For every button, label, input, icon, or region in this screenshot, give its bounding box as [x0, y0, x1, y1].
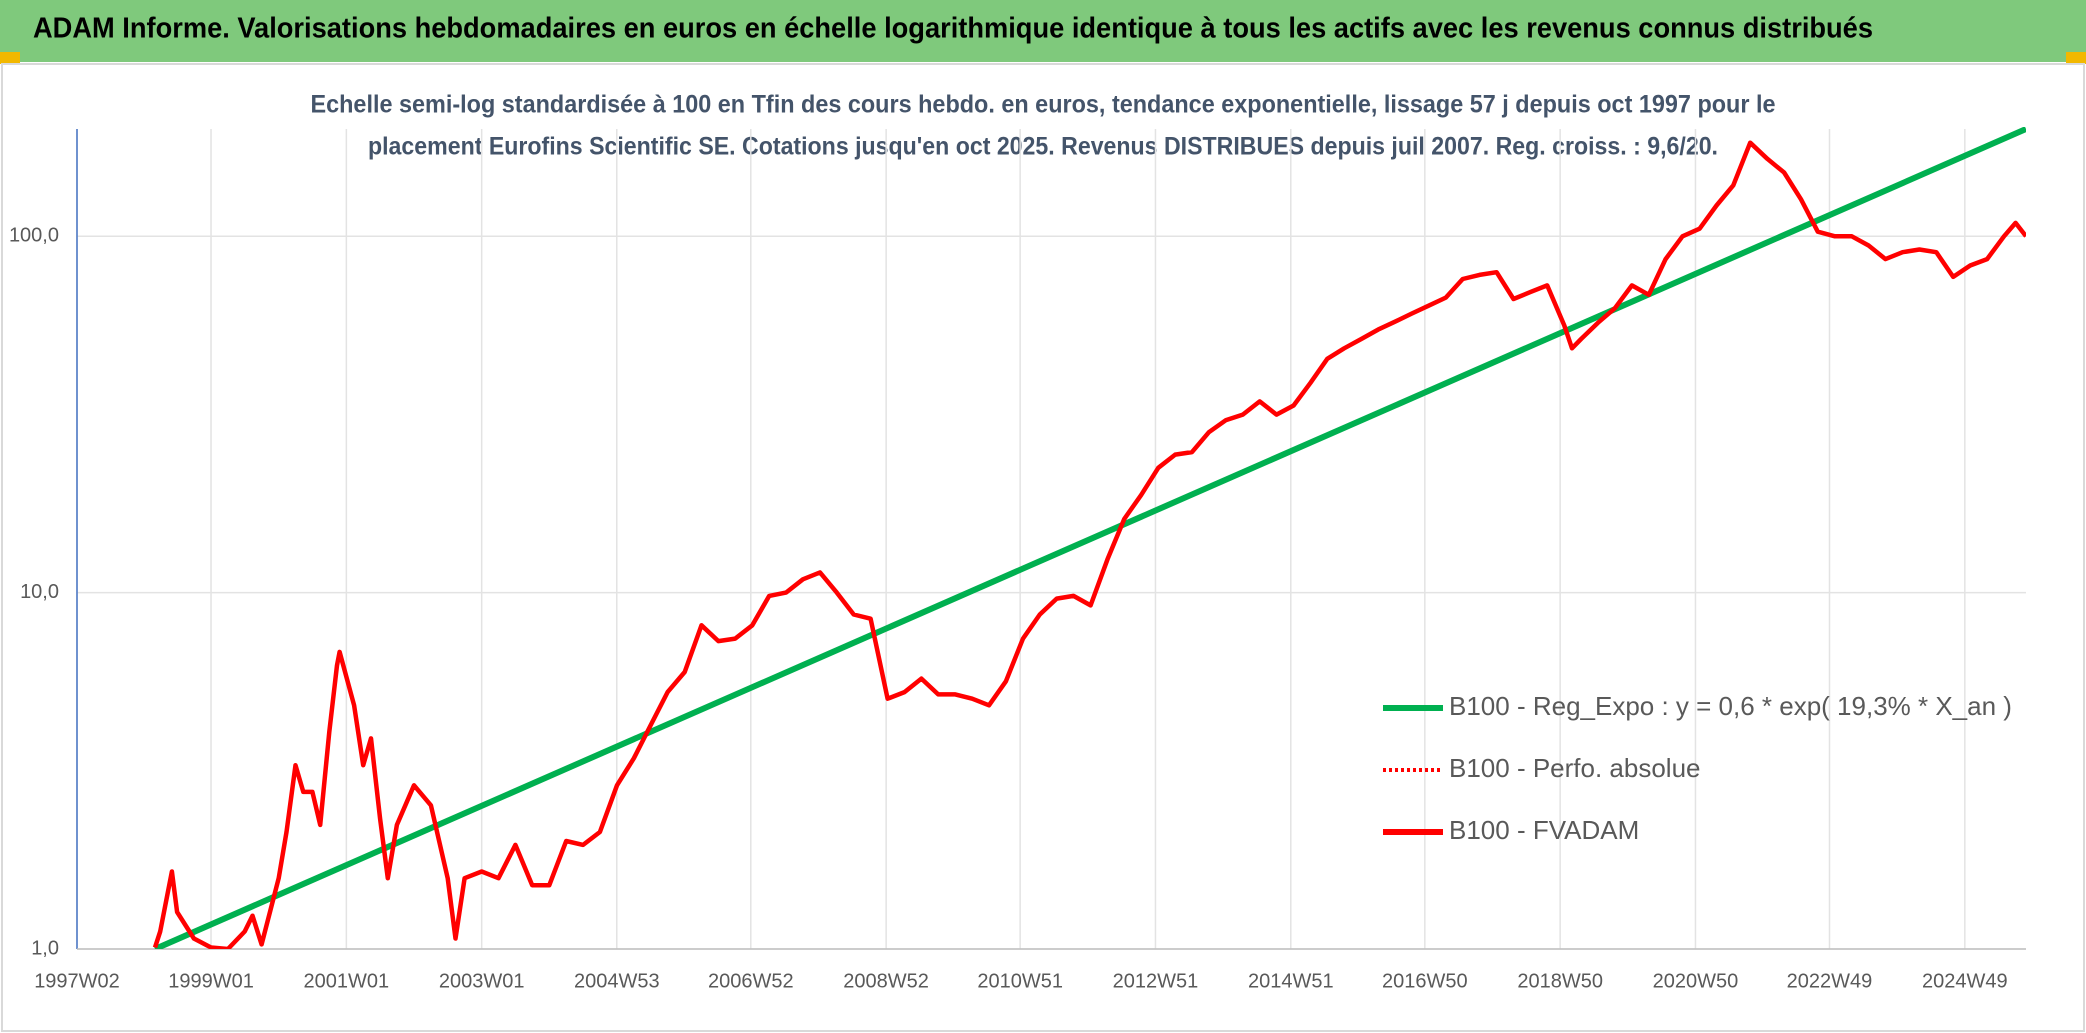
y-tick-label: 100,0 — [9, 225, 59, 247]
x-tick-label: 2004W53 — [574, 970, 660, 992]
legend-label: B100 - FVADAM — [1449, 815, 1639, 845]
legend-label: B100 - Reg_Expo : y = 0,6 * exp( 19,3% *… — [1449, 691, 2012, 721]
x-tick-label: 2018W50 — [1517, 970, 1603, 992]
chart-title: ADAM Informe. Valorisations hebdomadaire… — [33, 13, 1873, 45]
chart-frame — [1, 63, 2085, 1032]
series-line — [152, 140, 2026, 949]
x-tick-label: 1999W01 — [168, 970, 254, 992]
corner-mark — [2066, 52, 2086, 64]
x-tick-label: 2010W51 — [977, 970, 1063, 992]
x-tick-label: 2012W51 — [1113, 970, 1199, 992]
x-tick-label: 2024W49 — [1922, 970, 2008, 992]
y-tick-label: 10,0 — [20, 581, 59, 603]
x-tick-label: 2001W01 — [304, 970, 390, 992]
x-tick-label: 2020W50 — [1653, 970, 1739, 992]
x-tick-label: 2003W01 — [439, 970, 525, 992]
x-tick-label: 2016W50 — [1382, 970, 1468, 992]
x-tick-label: 2006W52 — [708, 970, 794, 992]
corner-mark — [0, 52, 20, 64]
subtitle: placement Eurofins Scientific SE. Cotati… — [368, 133, 1718, 161]
y-tick-label: 1,0 — [31, 937, 59, 959]
legend-label: B100 - Perfo. absolue — [1449, 753, 1701, 783]
x-tick-label: 2014W51 — [1248, 970, 1334, 992]
title-banner — [0, 0, 2086, 62]
x-tick-label: 2008W52 — [843, 970, 929, 992]
subtitle: Echelle semi-log standardisée à 100 en T… — [311, 91, 1776, 119]
series-line — [153, 127, 2026, 949]
x-tick-label: 1997W02 — [34, 970, 120, 992]
x-tick-label: 2022W49 — [1787, 970, 1873, 992]
